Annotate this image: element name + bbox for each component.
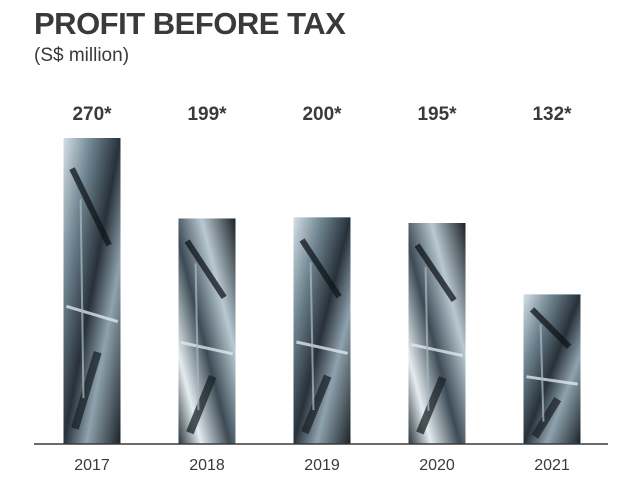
bar-texture <box>69 167 112 247</box>
bar-texture <box>184 239 227 300</box>
bar-texture <box>296 340 348 355</box>
bar-2017 <box>63 138 121 444</box>
bar-fill <box>408 223 466 444</box>
bar-texture <box>526 375 578 386</box>
bar-fill <box>523 294 581 444</box>
bar-texture <box>309 262 315 411</box>
bar-texture <box>301 374 332 435</box>
bar-2019 <box>293 217 351 444</box>
bar-texture <box>65 304 119 324</box>
bar-fill <box>293 217 351 444</box>
bar-texture <box>181 341 233 356</box>
bar-texture <box>186 374 217 435</box>
bar-fill <box>63 138 121 444</box>
bar-texture <box>529 307 572 349</box>
bar-texture <box>416 376 447 435</box>
bar-2021 <box>523 294 581 444</box>
chart-subtitle: (S$ million) <box>34 45 130 66</box>
value-label-2021: 132* <box>532 104 572 125</box>
bar-texture <box>299 238 342 299</box>
category-label-2019: 2019 <box>304 457 340 474</box>
category-label-2017: 2017 <box>74 457 110 474</box>
bar-texture <box>414 243 457 303</box>
category-label-2020: 2020 <box>419 457 455 474</box>
bar-texture <box>194 263 200 411</box>
bar-texture <box>71 351 102 430</box>
bar-texture <box>539 324 545 422</box>
value-label-2018: 199* <box>187 104 227 125</box>
category-label-2021: 2021 <box>534 457 570 474</box>
bar-texture <box>531 397 562 439</box>
bar-texture <box>424 267 430 411</box>
bar-texture <box>79 199 85 399</box>
bar-fill <box>178 218 236 444</box>
value-label-2019: 200* <box>302 104 342 125</box>
category-label-2018: 2018 <box>189 457 225 474</box>
bar-texture <box>411 343 463 358</box>
chart-title: PROFIT BEFORE TAX <box>34 6 346 41</box>
value-label-2017: 270* <box>72 104 112 125</box>
value-label-2020: 195* <box>417 104 457 125</box>
bar-2018 <box>178 218 236 444</box>
bar-2020 <box>408 223 466 444</box>
